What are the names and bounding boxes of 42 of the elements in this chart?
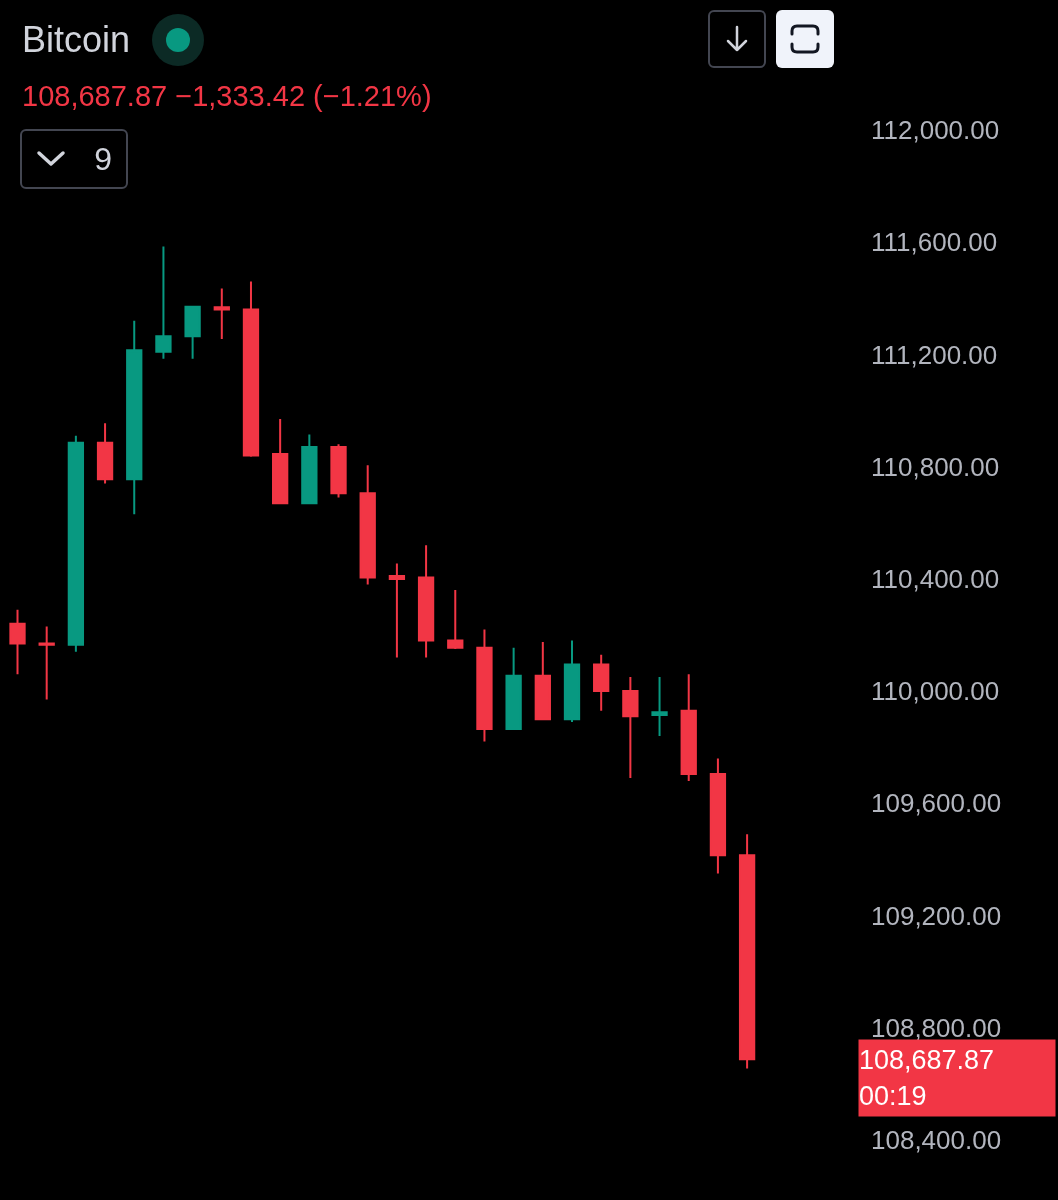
candlestick <box>155 245 172 360</box>
text: 108,687.87 −1,333.42 (−1.21%) <box>22 80 432 113</box>
y-tick-label: 108,400.00 <box>871 1125 1002 1156</box>
candlestick <box>359 464 376 586</box>
chart-title: Bitcoin <box>22 19 131 61</box>
y-tick-label: 110,000.00 <box>871 676 1000 707</box>
candlestick <box>38 625 55 701</box>
y-tick-label: 108,800.00 <box>871 1012 1002 1043</box>
candlestick <box>388 562 406 659</box>
candlestick <box>272 417 289 505</box>
y-tick-label: 109,200.00 <box>871 900 1002 931</box>
candlestick <box>622 676 639 780</box>
y-tick-label: 111,600.00 <box>871 227 998 258</box>
y-tick-label: 111,200.00 <box>871 339 998 370</box>
text: 00:19 <box>859 1080 927 1111</box>
candlestick <box>126 319 143 516</box>
candlestick <box>9 608 26 676</box>
y-tick-label: 112,000.00 <box>871 115 1000 146</box>
candlestick <box>213 287 230 341</box>
candlestick <box>301 433 318 505</box>
candlestick <box>738 833 756 1070</box>
candlestick <box>476 628 493 743</box>
candlestick <box>709 757 727 875</box>
candlestick <box>242 280 260 458</box>
dropdown: 9 <box>20 129 128 189</box>
candlestick <box>96 422 114 485</box>
annotation: 9 <box>94 140 112 178</box>
candlestick <box>184 305 201 360</box>
candlestick <box>534 641 551 721</box>
candlestick <box>67 434 85 653</box>
candlestick <box>593 653 610 712</box>
text: 108,687.87 <box>859 1045 995 1076</box>
candlestick <box>505 646 522 730</box>
y-tick-label: 109,600.00 <box>871 788 1002 819</box>
y-tick-label: 110,800.00 <box>871 451 1000 482</box>
candlestick <box>680 673 697 782</box>
candlestick <box>330 443 347 499</box>
candlestick <box>417 544 435 659</box>
candlestick <box>447 589 464 651</box>
y-tick-label: 110,400.00 <box>871 563 1000 594</box>
candlestick <box>563 639 581 723</box>
candlestick <box>651 676 668 737</box>
